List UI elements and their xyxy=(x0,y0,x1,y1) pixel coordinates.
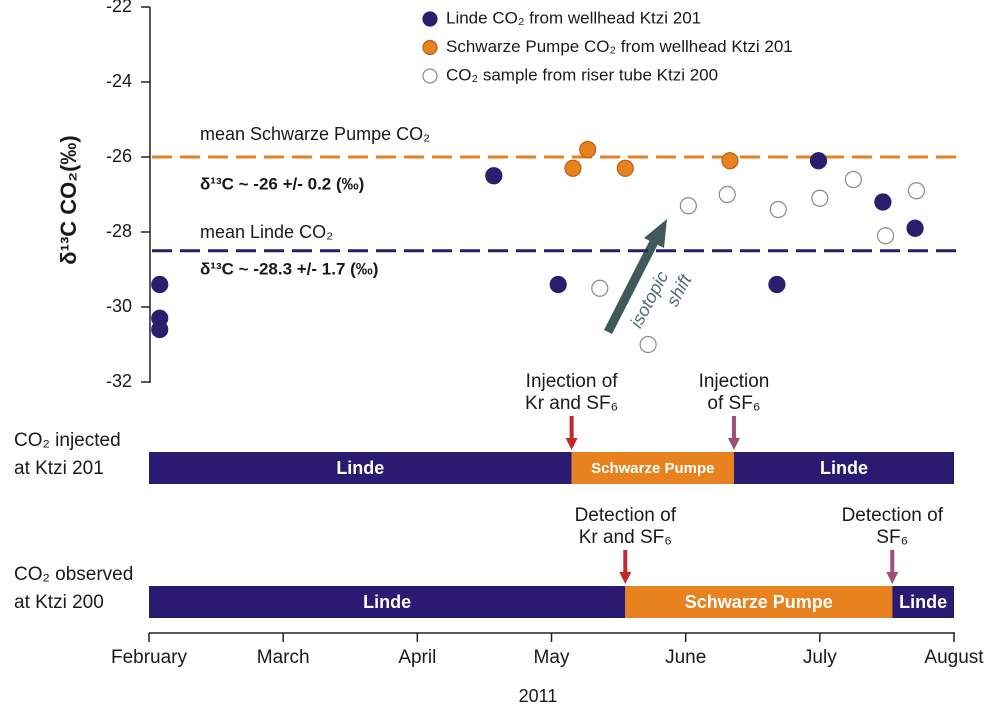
segment-label: Linde xyxy=(336,458,384,478)
y-tick-label: -24 xyxy=(106,71,132,91)
reference-note: δ¹³C ~ -26 +/- 0.2 (‰) xyxy=(200,174,364,193)
segment-label: Schwarze Pumpe xyxy=(591,460,714,477)
timeline-label: CO₂ injected xyxy=(14,430,121,451)
timeline-segment xyxy=(149,586,626,618)
point xyxy=(718,185,736,204)
point xyxy=(549,275,567,294)
reference-label: mean Linde CO₂ xyxy=(200,222,333,242)
timeline-label: at Ktzi 200 xyxy=(14,592,104,613)
reference-note: δ¹³C ~ -28.3 +/- 1.7 (‰) xyxy=(200,259,378,278)
x-tick-label: July xyxy=(803,647,837,668)
event-arrow-head xyxy=(619,572,632,584)
timeline-segment xyxy=(625,586,893,618)
point xyxy=(811,189,829,207)
point xyxy=(809,152,828,170)
event-label: Kr and SF₆ xyxy=(525,393,618,414)
segment-label: Linde xyxy=(363,592,411,612)
point xyxy=(151,275,169,294)
timeline-segment xyxy=(571,452,734,484)
point xyxy=(906,219,924,237)
timeline-label: CO₂ observed xyxy=(14,564,133,585)
legend-marker xyxy=(422,39,438,56)
point xyxy=(151,320,169,339)
point xyxy=(844,170,862,189)
point xyxy=(876,227,895,245)
legend-label: CO₂ sample from riser tube Ktzi 200 xyxy=(446,65,718,84)
event-label: Injection xyxy=(699,371,770,392)
timeline-segment xyxy=(149,452,572,484)
y-tick-label: -26 xyxy=(106,146,132,166)
reference-label: mean Schwarze Pumpe CO₂ xyxy=(200,124,430,144)
y-tick-label: -30 xyxy=(106,296,132,316)
x-tick-label: May xyxy=(534,647,570,668)
timeline-label: at Ktzi 201 xyxy=(14,458,104,479)
x-tick-label: June xyxy=(665,647,706,668)
event-label: of SF₆ xyxy=(707,393,760,414)
event-label: Detection of xyxy=(842,505,944,526)
point xyxy=(768,275,786,294)
point xyxy=(679,197,697,215)
event-label: SF₆ xyxy=(876,527,908,548)
point xyxy=(639,335,657,354)
x-tick-label: August xyxy=(924,647,984,668)
timeline-segment xyxy=(892,586,954,618)
segment-label: Linde xyxy=(820,458,868,478)
y-tick-label: -28 xyxy=(106,221,132,241)
point xyxy=(579,140,597,159)
point xyxy=(564,159,582,177)
y-axis-label: δ¹³C CO₂(‰) xyxy=(56,135,81,264)
legend-marker xyxy=(422,11,438,27)
event-arrow-head xyxy=(886,572,899,584)
event-label: Injection of xyxy=(526,371,619,392)
event-label: Detection of xyxy=(575,505,677,526)
event-label: Kr and SF₆ xyxy=(579,527,672,548)
point xyxy=(874,193,892,211)
legend-marker xyxy=(422,68,438,84)
point xyxy=(907,182,926,200)
x-tick-label: February xyxy=(111,647,188,668)
legend-label: Linde CO₂ from wellhead Ktzi 201 xyxy=(446,8,701,27)
y-tick-label: -32 xyxy=(106,371,132,391)
x-tick-label: April xyxy=(398,647,436,668)
segment-label: Linde xyxy=(899,592,947,612)
shift-arrow-head xyxy=(644,219,667,248)
x-axis-label: 2011 xyxy=(519,686,558,706)
y-tick-label: -22 xyxy=(106,0,132,16)
event-arrow-head xyxy=(565,438,578,450)
event-arrow-head xyxy=(727,438,740,450)
point xyxy=(485,167,503,185)
point xyxy=(616,159,634,177)
segment-label: Schwarze Pumpe xyxy=(685,592,833,612)
timeline-segment xyxy=(733,452,954,484)
shift-arrow xyxy=(603,237,660,335)
point xyxy=(721,152,739,170)
x-tick-label: March xyxy=(257,647,310,668)
legend-label: Schwarze Pumpe CO₂ from wellhead Ktzi 20… xyxy=(446,37,793,56)
point xyxy=(591,279,609,297)
point xyxy=(769,200,787,219)
